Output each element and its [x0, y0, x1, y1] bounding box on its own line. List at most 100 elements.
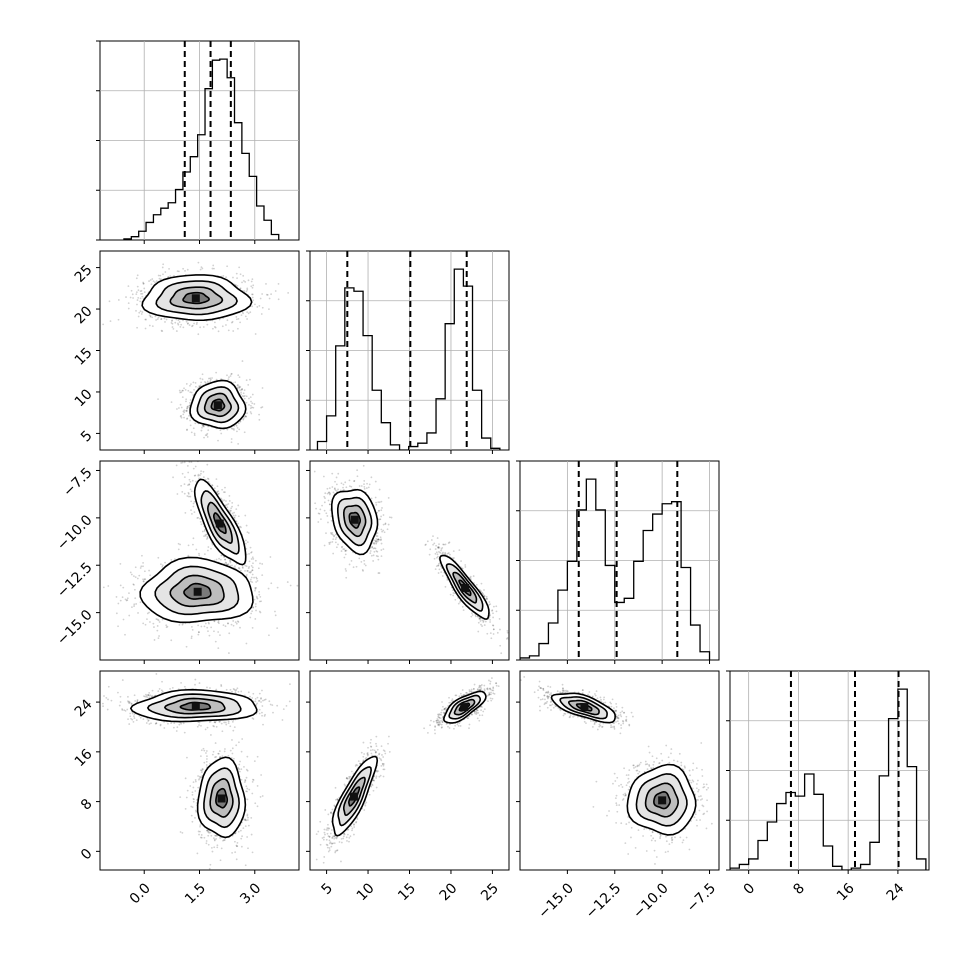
sample-point	[245, 565, 248, 568]
sample-point	[156, 629, 159, 632]
sample-point	[253, 598, 256, 601]
sample-point	[202, 326, 205, 328]
sample-point	[232, 276, 234, 279]
sample-point	[192, 381, 195, 384]
sample-point	[180, 416, 183, 419]
sample-point	[238, 266, 241, 269]
sample-point	[340, 546, 343, 549]
sample-point	[122, 586, 125, 589]
sample-point	[164, 321, 166, 323]
sample-point	[238, 386, 241, 389]
sample-point	[192, 502, 195, 505]
sample-point	[340, 482, 343, 485]
sample-point	[202, 470, 205, 473]
sample-point	[248, 560, 251, 563]
sample-point	[193, 322, 195, 325]
sample-point	[211, 484, 214, 487]
sample-point	[254, 603, 257, 605]
sample-point	[234, 283, 237, 286]
sample-point	[342, 486, 344, 489]
sample-point	[219, 634, 221, 637]
sample-point	[215, 371, 218, 374]
sample-point	[187, 389, 190, 392]
sample-point	[260, 600, 262, 603]
sample-point	[238, 386, 241, 389]
sample-point	[224, 486, 226, 489]
panel-frame	[309, 460, 510, 661]
sample-point	[188, 478, 191, 481]
sample-point	[261, 406, 264, 408]
sample-point	[181, 472, 184, 475]
sample-point	[119, 584, 122, 587]
sample-point	[156, 625, 159, 627]
sample-point	[343, 556, 346, 559]
sample-point	[372, 542, 375, 545]
sample-point	[233, 566, 235, 569]
sample-point	[194, 422, 197, 425]
hist-step-p0	[123, 58, 280, 240]
sample-point	[241, 395, 244, 397]
sample-point	[182, 319, 184, 322]
sample-point	[143, 578, 146, 581]
sample-point	[204, 622, 207, 625]
sample-point	[192, 505, 195, 508]
density-contour	[212, 512, 227, 535]
sample-point	[250, 551, 253, 553]
sample-point	[206, 477, 209, 480]
sample-point	[251, 581, 254, 584]
hist-panel-p3	[726, 670, 930, 874]
sample-point	[219, 558, 222, 561]
sample-point	[191, 479, 194, 482]
sample-point	[152, 622, 155, 625]
sample-point	[231, 320, 234, 323]
sample-point	[244, 415, 247, 418]
sample-point	[126, 599, 129, 601]
sample-point	[187, 554, 190, 557]
sample-point	[246, 531, 249, 534]
sample-point	[375, 540, 378, 543]
sample-point	[190, 461, 193, 463]
sample-point	[250, 404, 252, 407]
sample-point	[172, 476, 174, 479]
sample-point	[161, 566, 164, 568]
sample-point	[261, 574, 264, 577]
sample-point	[248, 397, 250, 400]
sample-point	[185, 320, 188, 323]
sample-point	[187, 322, 189, 325]
sample-point	[231, 505, 233, 508]
sample-point	[251, 569, 254, 572]
sample-point	[170, 320, 173, 322]
sample-point	[248, 571, 251, 574]
sample-point	[226, 428, 229, 431]
sample-point	[239, 385, 242, 388]
sample-point	[201, 267, 204, 270]
sample-point	[211, 327, 214, 330]
sample-point	[241, 388, 243, 390]
sample-point	[377, 555, 379, 558]
sample-point	[178, 321, 181, 323]
sample-point	[251, 278, 254, 281]
sample-point	[202, 424, 205, 427]
sample-point	[325, 532, 327, 535]
sample-point	[187, 484, 189, 487]
sample-point	[174, 321, 177, 324]
sample-point	[186, 417, 189, 420]
sample-point	[137, 289, 140, 292]
sample-point	[254, 588, 257, 590]
sample-point	[204, 381, 206, 383]
sample-point	[142, 622, 145, 625]
sample-point	[206, 463, 209, 466]
sample-point	[189, 419, 192, 422]
sample-point	[217, 647, 220, 650]
sample-point	[231, 502, 234, 504]
sample-point	[158, 277, 161, 280]
sample-point	[186, 407, 189, 409]
sample-point	[247, 567, 250, 570]
sample-point	[190, 637, 193, 640]
sample-point	[228, 652, 230, 654]
sample-point	[144, 578, 147, 581]
sample-point	[199, 268, 202, 271]
sample-point	[187, 493, 190, 495]
sample-point	[203, 553, 206, 556]
sample-point	[121, 596, 124, 599]
